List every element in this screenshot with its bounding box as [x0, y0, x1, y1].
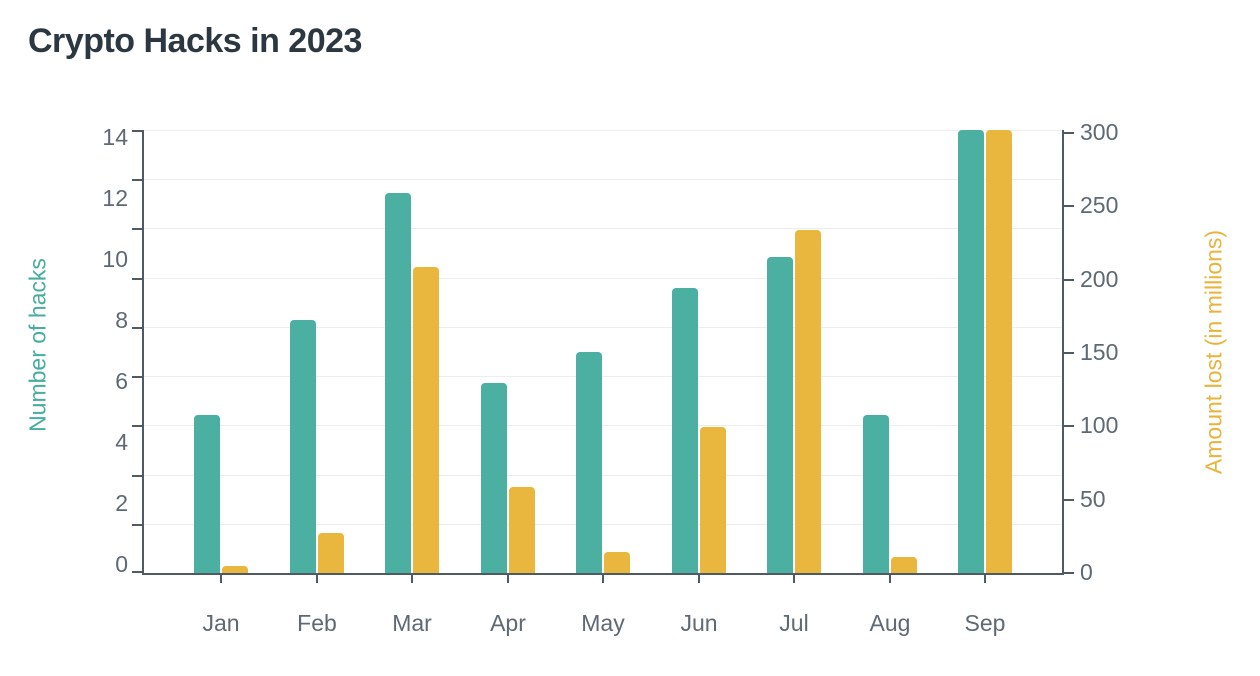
x-tick-label-aug: Aug — [869, 610, 911, 636]
left-tick-label: 8 — [115, 307, 128, 333]
bar-amount-aug — [891, 557, 917, 573]
bar-amount-feb — [318, 533, 344, 573]
left-axis-tick — [132, 130, 142, 132]
x-axis-tick — [698, 575, 700, 583]
bar-hacks-may — [576, 352, 602, 574]
x-axis-line — [142, 573, 1064, 575]
x-axis-tick — [793, 575, 795, 583]
right-tick-label: 250 — [1080, 192, 1119, 218]
grid-line — [144, 425, 1062, 426]
right-axis-tick — [1064, 499, 1074, 501]
left-axis-title: Number of hacks — [24, 258, 51, 432]
right-tick-label: 100 — [1080, 412, 1119, 438]
bar-amount-may — [604, 552, 630, 573]
right-axis-tick — [1064, 132, 1074, 134]
left-axis-tick — [132, 327, 142, 329]
left-tick-label: 12 — [102, 185, 128, 211]
bar-hacks-apr — [481, 383, 507, 573]
x-axis-tick — [411, 575, 413, 583]
bar-amount-apr — [509, 487, 535, 573]
left-tick-label: 14 — [102, 124, 128, 150]
grid-line — [144, 376, 1062, 377]
right-axis-line — [1062, 130, 1064, 575]
x-axis-tick — [507, 575, 509, 583]
right-axis-tick — [1064, 205, 1074, 207]
x-tick-label-mar: Mar — [392, 610, 432, 636]
bar-amount-jul — [795, 230, 821, 573]
grid-line — [144, 228, 1062, 229]
left-tick-label: 6 — [115, 368, 128, 394]
x-axis-tick — [316, 575, 318, 583]
x-axis-tick — [984, 575, 986, 583]
x-tick-label-sep: Sep — [964, 610, 1006, 636]
left-axis-line — [142, 130, 144, 575]
chart-title: Crypto Hacks in 2023 — [28, 22, 362, 60]
left-tick-label: 10 — [102, 246, 128, 272]
bar-amount-jan — [222, 566, 248, 573]
right-axis-tick — [1064, 425, 1074, 427]
right-axis-title: Amount lost (in millions) — [1200, 229, 1227, 475]
bar-hacks-jun — [672, 288, 698, 573]
x-axis-tick — [889, 575, 891, 583]
left-axis-tick — [132, 524, 142, 526]
left-tick-label: 4 — [115, 429, 128, 455]
x-tick-label-apr: Apr — [490, 610, 526, 636]
grid-line — [144, 475, 1062, 476]
grid-line — [144, 327, 1062, 328]
bar-hacks-feb — [290, 320, 316, 573]
left-axis-tick — [132, 278, 142, 280]
right-axis-tick — [1064, 572, 1074, 574]
right-axis-tick — [1064, 279, 1074, 281]
x-axis-tick — [602, 575, 604, 583]
left-tick-label: 0 — [115, 551, 128, 577]
bar-amount-sep — [986, 130, 1012, 573]
left-axis-tick — [132, 228, 142, 230]
x-tick-label-jan: Jan — [202, 610, 240, 636]
bar-amount-jun — [700, 427, 726, 573]
plot-area — [132, 130, 1074, 583]
left-axis-tick — [132, 425, 142, 427]
right-tick-label: 0 — [1080, 559, 1093, 585]
x-tick-label-may: May — [581, 610, 625, 636]
bar-hacks-jul — [767, 257, 793, 573]
right-tick-label: 50 — [1080, 486, 1106, 512]
right-tick-label: 200 — [1080, 266, 1119, 292]
bar-hacks-sep — [958, 130, 984, 573]
bar-hacks-mar — [385, 193, 411, 573]
grid-line — [144, 524, 1062, 525]
right-tick-label: 300 — [1080, 119, 1119, 145]
bar-amount-mar — [413, 267, 439, 573]
grid-line — [144, 278, 1062, 279]
grid-line — [144, 130, 1062, 131]
bar-hacks-jan — [194, 415, 220, 573]
x-tick-label-jul: Jul — [779, 610, 809, 636]
right-axis-tick — [1064, 352, 1074, 354]
left-axis-tick — [132, 475, 142, 477]
bar-hacks-aug — [863, 415, 889, 573]
x-tick-label-jun: Jun — [680, 610, 718, 636]
x-axis-tick — [220, 575, 222, 583]
left-axis-tick — [132, 179, 142, 181]
left-axis-tick — [132, 571, 142, 573]
grid-line — [144, 179, 1062, 180]
left-tick-label: 2 — [115, 490, 128, 516]
left-axis-tick — [132, 376, 142, 378]
x-tick-label-feb: Feb — [297, 610, 337, 636]
right-tick-label: 150 — [1080, 339, 1119, 365]
